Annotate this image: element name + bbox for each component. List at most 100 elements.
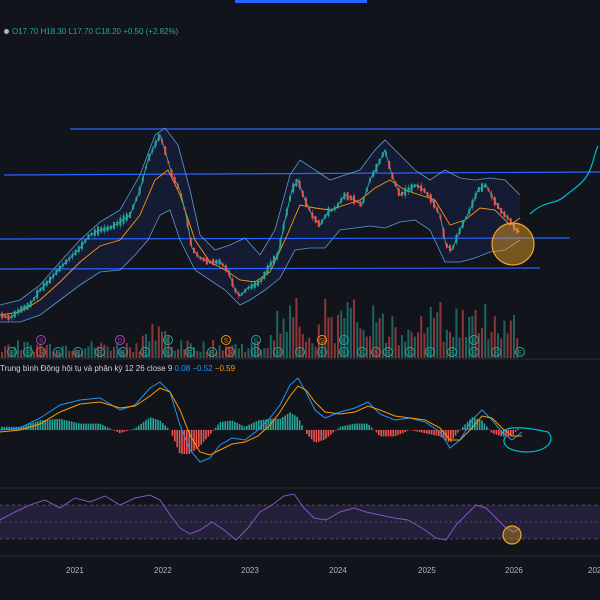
dividend-marker-icon[interactable]: D: [115, 335, 125, 345]
volume-bar: [23, 341, 26, 358]
volume-bar: [500, 338, 503, 358]
earnings-marker-icon[interactable]: E: [118, 347, 128, 357]
candle-body: [71, 253, 74, 258]
svg-text:E: E: [143, 351, 147, 357]
projection-drawing[interactable]: [529, 145, 599, 215]
volume-bar: [26, 341, 29, 358]
rsi-highlight-circle[interactable]: [502, 525, 522, 545]
macd-histogram-bar: [210, 430, 212, 434]
macd-histogram-bar: [320, 430, 322, 441]
earnings-marker-icon[interactable]: E: [163, 335, 173, 345]
earnings-marker-icon[interactable]: E: [251, 347, 261, 357]
earnings-marker-icon[interactable]: E: [207, 347, 217, 357]
macd-histogram-bar: [368, 424, 370, 430]
rsi-pane[interactable]: [0, 493, 600, 545]
volume-bar: [260, 349, 263, 358]
macd-histogram-bar: [250, 423, 253, 430]
active-tab-indicator[interactable]: [235, 0, 367, 3]
earnings-marker-icon[interactable]: E: [447, 347, 457, 357]
svg-text:E: E: [494, 351, 498, 357]
candle-body: [151, 149, 154, 152]
macd-histogram-bar: [106, 427, 109, 430]
volume-bar: [356, 322, 359, 358]
candle-body: [260, 279, 263, 282]
volume-bar: [285, 331, 288, 358]
earnings-marker-icon[interactable]: E: [469, 335, 479, 345]
year-label: 2026: [505, 566, 523, 575]
svg-text:S: S: [320, 339, 324, 345]
macd-histogram-bar: [406, 430, 409, 432]
macd-histogram-bar: [483, 423, 486, 430]
macd-histogram-bar: [22, 425, 25, 430]
earnings-marker-icon[interactable]: E: [339, 347, 349, 357]
earnings-marker-icon[interactable]: E: [515, 347, 525, 357]
macd-histogram-bar: [224, 421, 226, 430]
earnings-marker-icon[interactable]: E: [469, 347, 479, 357]
svg-text:E: E: [472, 351, 476, 357]
candle-body: [465, 216, 467, 220]
macd-histogram-bar: [330, 430, 332, 435]
macd-histogram-bar: [178, 430, 181, 454]
earnings-marker-icon[interactable]: E: [357, 347, 367, 357]
volume-bar: [317, 324, 320, 358]
volume-bar: [167, 335, 170, 358]
trendline-lower[interactable]: [0, 267, 541, 270]
candle-body: [234, 288, 237, 293]
candle-body: [77, 246, 80, 253]
earnings-marker-icon[interactable]: E: [53, 347, 63, 357]
candle-body: [314, 216, 317, 223]
candle-body: [247, 286, 250, 289]
split-marker-icon[interactable]: S: [36, 347, 46, 357]
split-marker-icon[interactable]: S: [221, 335, 231, 345]
earnings-marker-icon[interactable]: E: [140, 347, 150, 357]
split-marker-icon[interactable]: S: [317, 335, 327, 345]
candle-body: [490, 193, 493, 198]
trendline-middle[interactable]: [0, 237, 571, 240]
candle-body: [196, 252, 199, 257]
macd-histogram-bar: [54, 419, 56, 430]
earnings-marker-icon[interactable]: E: [405, 347, 415, 357]
highlight-circle[interactable]: [491, 222, 535, 266]
split-marker-icon[interactable]: S: [225, 347, 235, 357]
earnings-marker-icon[interactable]: E: [95, 347, 105, 357]
earnings-marker-icon[interactable]: E: [295, 347, 305, 357]
earnings-marker-icon[interactable]: E: [185, 347, 195, 357]
earnings-marker-icon[interactable]: E: [251, 335, 261, 345]
earnings-marker-icon[interactable]: E: [425, 347, 435, 357]
trendline-upper[interactable]: [3, 171, 600, 176]
earnings-marker-icon[interactable]: E: [23, 347, 33, 357]
volume-bar: [17, 340, 19, 358]
candle-body: [500, 208, 503, 214]
earnings-marker-icon[interactable]: E: [317, 347, 327, 357]
earnings-marker-icon[interactable]: E: [7, 347, 17, 357]
earnings-marker-icon[interactable]: E: [73, 347, 83, 357]
split-marker-icon[interactable]: S: [36, 335, 46, 345]
price-pane[interactable]: [0, 127, 600, 323]
earnings-marker-icon[interactable]: E: [339, 335, 349, 345]
earnings-marker-icon[interactable]: E: [163, 347, 173, 357]
volume-bar: [442, 341, 445, 358]
split-marker-icon[interactable]: S: [371, 347, 381, 357]
volume-bar: [7, 344, 10, 358]
volume-bar: [385, 342, 387, 358]
candle-body: [308, 207, 311, 211]
earnings-marker-icon[interactable]: E: [383, 347, 393, 357]
volume-bar: [289, 305, 291, 358]
earnings-marker-icon[interactable]: E: [273, 347, 283, 357]
macd-pane[interactable]: [0, 377, 552, 463]
candle-body: [474, 193, 477, 199]
earnings-marker-icon[interactable]: E: [491, 347, 501, 357]
macd-histogram-bar: [162, 423, 164, 430]
macd-histogram-bar: [279, 418, 282, 430]
macd-annotation-drawing[interactable]: [501, 427, 552, 453]
macd-histogram-bar: [42, 420, 44, 430]
candle-body: [385, 152, 387, 156]
candle-body: [161, 139, 163, 143]
svg-text:E: E: [56, 351, 60, 357]
candle-body: [484, 183, 487, 188]
svg-text:E: E: [26, 351, 30, 357]
macd-histogram-bar: [394, 430, 397, 437]
candle-body: [218, 259, 221, 265]
